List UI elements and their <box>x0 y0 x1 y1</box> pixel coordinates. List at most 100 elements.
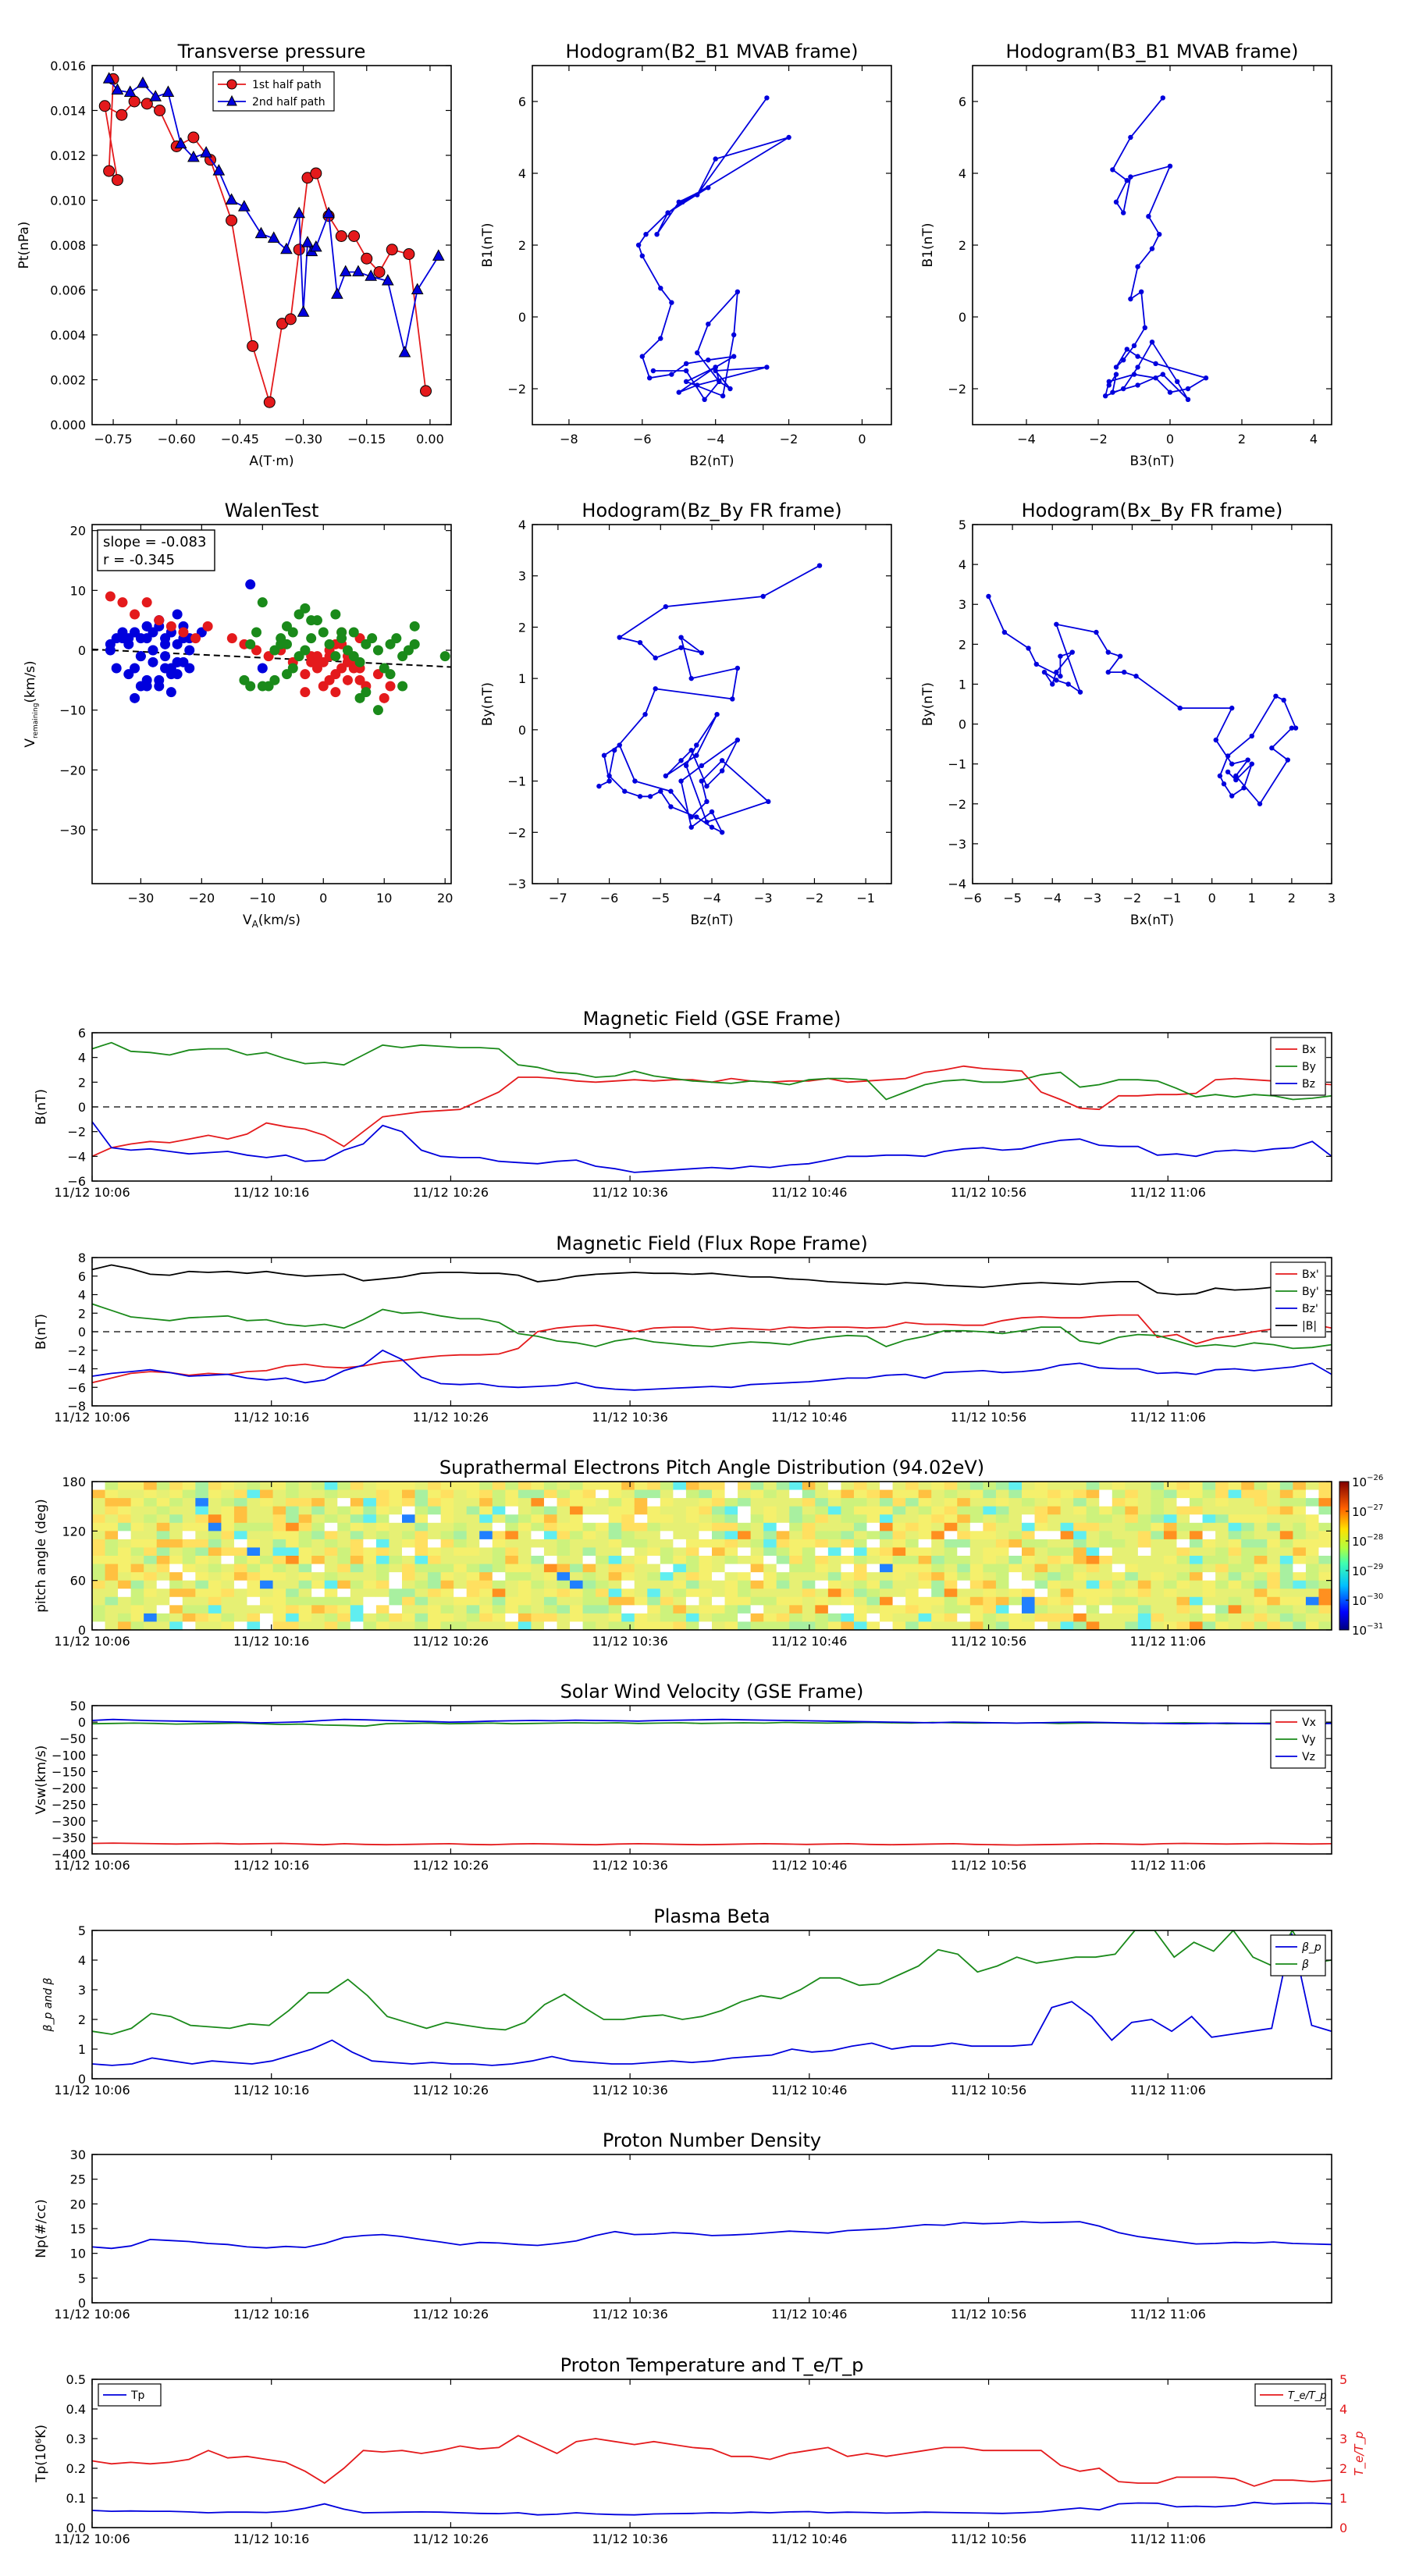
heatmap-cell <box>944 1580 958 1589</box>
heatmap-cell <box>479 1564 493 1573</box>
data-point <box>105 645 116 656</box>
heatmap-cell <box>130 1539 144 1549</box>
heatmap-cell <box>1022 1605 1036 1614</box>
heatmap-cell <box>596 1589 610 1598</box>
heatmap-cell <box>454 1580 468 1589</box>
data-point <box>130 692 140 703</box>
heatmap-cell <box>866 1613 880 1623</box>
heatmap-cell <box>738 1589 752 1598</box>
data-point <box>1135 365 1140 370</box>
heatmap-cell <box>738 1539 752 1549</box>
heatmap-cell <box>130 1605 144 1614</box>
heatmap-cell <box>118 1589 132 1598</box>
heatmap-cell <box>724 1596 738 1606</box>
heatmap-cell <box>944 1506 958 1515</box>
heatmap-cell <box>105 1556 119 1565</box>
heatmap-cell <box>776 1522 790 1532</box>
heatmap-cell <box>582 1547 596 1557</box>
data-point <box>706 185 711 190</box>
heatmap-cell <box>582 1596 596 1606</box>
heatmap-cell <box>660 1498 674 1507</box>
heatmap-cell <box>776 1514 790 1524</box>
heatmap-cell <box>428 1489 442 1499</box>
heatmap-cell <box>1254 1621 1268 1631</box>
heatmap-cell <box>789 1613 803 1623</box>
heatmap-cell <box>324 1531 338 1540</box>
heatmap-cell <box>182 1531 196 1540</box>
heatmap-cell <box>969 1605 984 1614</box>
heatmap-cell <box>260 1564 274 1573</box>
heatmap-cell <box>375 1596 390 1606</box>
heatmap-cell <box>918 1564 932 1573</box>
legend-label: β <box>1301 1959 1309 1971</box>
heatmap-cell <box>350 1564 364 1573</box>
data-point <box>688 814 694 820</box>
time-tick-label: 11/12 11:06 <box>1130 2083 1206 2097</box>
x-axis-label: A(T·m) <box>249 454 293 469</box>
heatmap-cell <box>1034 1539 1048 1549</box>
heatmap-cell <box>1190 1514 1204 1524</box>
heatmap-cell <box>957 1613 971 1623</box>
heatmap-cell <box>350 1506 364 1515</box>
heatmap-cell <box>118 1564 132 1573</box>
heatmap-cell <box>195 1489 209 1499</box>
heatmap-cell <box>1151 1498 1165 1507</box>
heatmap-cell <box>763 1539 777 1549</box>
data-point <box>617 635 622 640</box>
time-tick-label: 11/12 10:56 <box>951 1410 1026 1425</box>
heatmap-cell <box>853 1547 868 1557</box>
heatmap-cell <box>1267 1613 1281 1623</box>
heatmap-cell <box>841 1621 855 1631</box>
series-line <box>92 1930 1332 2035</box>
heatmap-cell <box>543 1498 558 1507</box>
heatmap-cell <box>350 1605 364 1614</box>
heatmap-cell <box>557 1531 571 1540</box>
series-line <box>92 1933 1332 2066</box>
heatmap-cell <box>1318 1514 1332 1524</box>
heatmap-cell <box>466 1613 480 1623</box>
heatmap-cell <box>944 1605 958 1614</box>
heatmap-cell <box>660 1621 674 1631</box>
y-tick-label: −6 <box>67 1380 86 1395</box>
heatmap-cell <box>286 1498 300 1507</box>
heatmap-cell <box>789 1531 803 1540</box>
time-tick-label: 11/12 11:06 <box>1130 2307 1206 2322</box>
heatmap-cell <box>750 1621 764 1631</box>
heatmap-cell <box>454 1482 468 1491</box>
x-tick-label: 0 <box>1166 432 1174 447</box>
heatmap-cell <box>260 1531 274 1540</box>
heatmap-cell <box>789 1556 803 1565</box>
heatmap-cell <box>570 1522 584 1532</box>
heatmap-cell <box>608 1547 622 1557</box>
heatmap-cell <box>208 1531 222 1540</box>
heatmap-cell <box>1008 1482 1023 1491</box>
data-point <box>1153 375 1158 381</box>
heatmap-cell <box>543 1482 558 1491</box>
data-point <box>361 252 373 265</box>
heatmap-cell <box>1034 1489 1048 1499</box>
data-point <box>154 674 165 685</box>
heatmap-cell <box>802 1613 816 1623</box>
x-tick-label: 2 <box>1288 891 1296 906</box>
data-point <box>709 824 715 830</box>
heatmap-cell <box>1008 1589 1023 1598</box>
heatmap-cell <box>130 1613 144 1623</box>
heatmap-cell <box>144 1498 158 1507</box>
heatmap-cell <box>647 1514 661 1524</box>
heatmap-cell <box>802 1506 816 1515</box>
heatmap-cell <box>853 1489 868 1499</box>
data-point <box>335 230 347 242</box>
heatmap-cell <box>1202 1580 1216 1589</box>
heatmap-cell <box>260 1596 274 1606</box>
y-tick-label: 8 <box>78 1251 86 1265</box>
heatmap-cell <box>699 1572 713 1582</box>
heatmap-cell <box>1241 1498 1255 1507</box>
heatmap-cell <box>492 1498 506 1507</box>
heatmap-cell <box>208 1613 222 1623</box>
heatmap-cell <box>892 1482 906 1491</box>
heatmap-cell <box>647 1564 661 1573</box>
heatmap-cell <box>1048 1506 1062 1515</box>
heatmap-cell <box>1293 1596 1307 1606</box>
time-tick-label: 11/12 10:16 <box>233 1185 309 1200</box>
data-point <box>300 603 311 614</box>
